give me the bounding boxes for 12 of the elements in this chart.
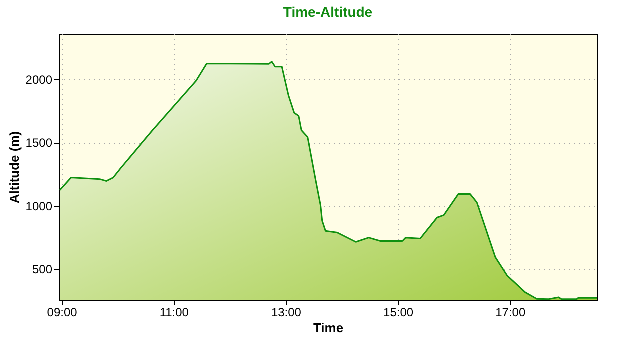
chart-title: Time-Altitude [283, 4, 373, 20]
x-tick-label: 09:00 [47, 306, 78, 320]
y-tick-label: 1500 [26, 136, 53, 150]
x-axis-title: Time [313, 320, 344, 336]
x-tick-label: 13:00 [271, 306, 302, 320]
y-tick-label: 2000 [26, 72, 53, 87]
x-tick-label: 17:00 [496, 306, 526, 320]
y-tick-label: 500 [32, 262, 53, 277]
y-axis-title: Altitude (m) [6, 131, 22, 204]
x-tick-label: 15:00 [384, 306, 414, 320]
x-tick-label: 11:00 [160, 306, 190, 320]
y-tick-label: 1000 [26, 199, 53, 214]
